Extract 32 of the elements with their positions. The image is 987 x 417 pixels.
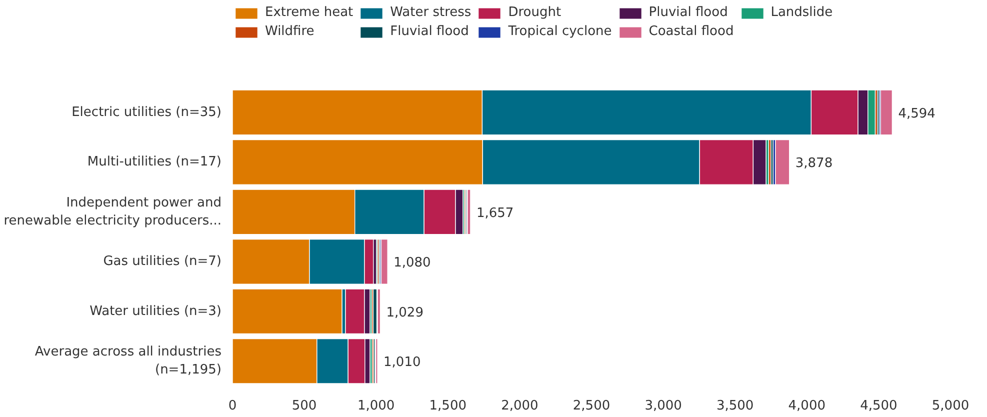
total-label: 1,657 [476, 206, 514, 221]
x-tick-label: 1,500 [429, 398, 467, 414]
total-label: 1,010 [384, 355, 421, 370]
x-tick-label: 2,000 [501, 398, 538, 414]
legend-label: Drought [508, 5, 562, 20]
total-label: 1,029 [386, 305, 424, 320]
x-tick-label: 2,500 [572, 398, 610, 414]
total-label: 4,594 [898, 106, 936, 122]
y-tick-label: Gas utilities (n=7) [103, 254, 222, 270]
x-tick-label: 500 [292, 398, 317, 414]
x-tick-label: 1,000 [357, 398, 395, 414]
x-tick-label: 4,500 [860, 398, 898, 414]
x-tick-label: 3,000 [644, 398, 682, 414]
legend-label: Landslide [770, 5, 833, 20]
x-tick-label: 0 [228, 398, 237, 414]
legend-label: Tropical cyclone [508, 24, 612, 39]
x-tick-label: 3,500 [716, 398, 754, 414]
legend-label: Coastal flood [648, 24, 734, 39]
x-tick-label: 4,000 [788, 398, 826, 414]
total-label: 3,878 [795, 156, 833, 172]
y-tick-label: Water utilities (n=3) [90, 304, 222, 319]
legend-label: Fluvial flood [390, 24, 469, 39]
legend-label: Extreme heat [265, 5, 354, 20]
legend-label: Pluvial flood [648, 5, 728, 20]
x-tick-label: 5,000 [932, 398, 970, 414]
y-tick-label: Average across all industries (n=1,195) [34, 344, 222, 378]
y-tick-label: Independent power and renewable electricity producers... [4, 195, 222, 228]
y-tick-label: Multi-utilities (n=17) [87, 154, 222, 170]
legend-label: Wildfire [265, 24, 314, 39]
y-tick-label: Electric utilities (n=35) [72, 104, 222, 120]
legend-label: Water stress [390, 5, 472, 20]
total-label: 1,080 [394, 256, 431, 271]
